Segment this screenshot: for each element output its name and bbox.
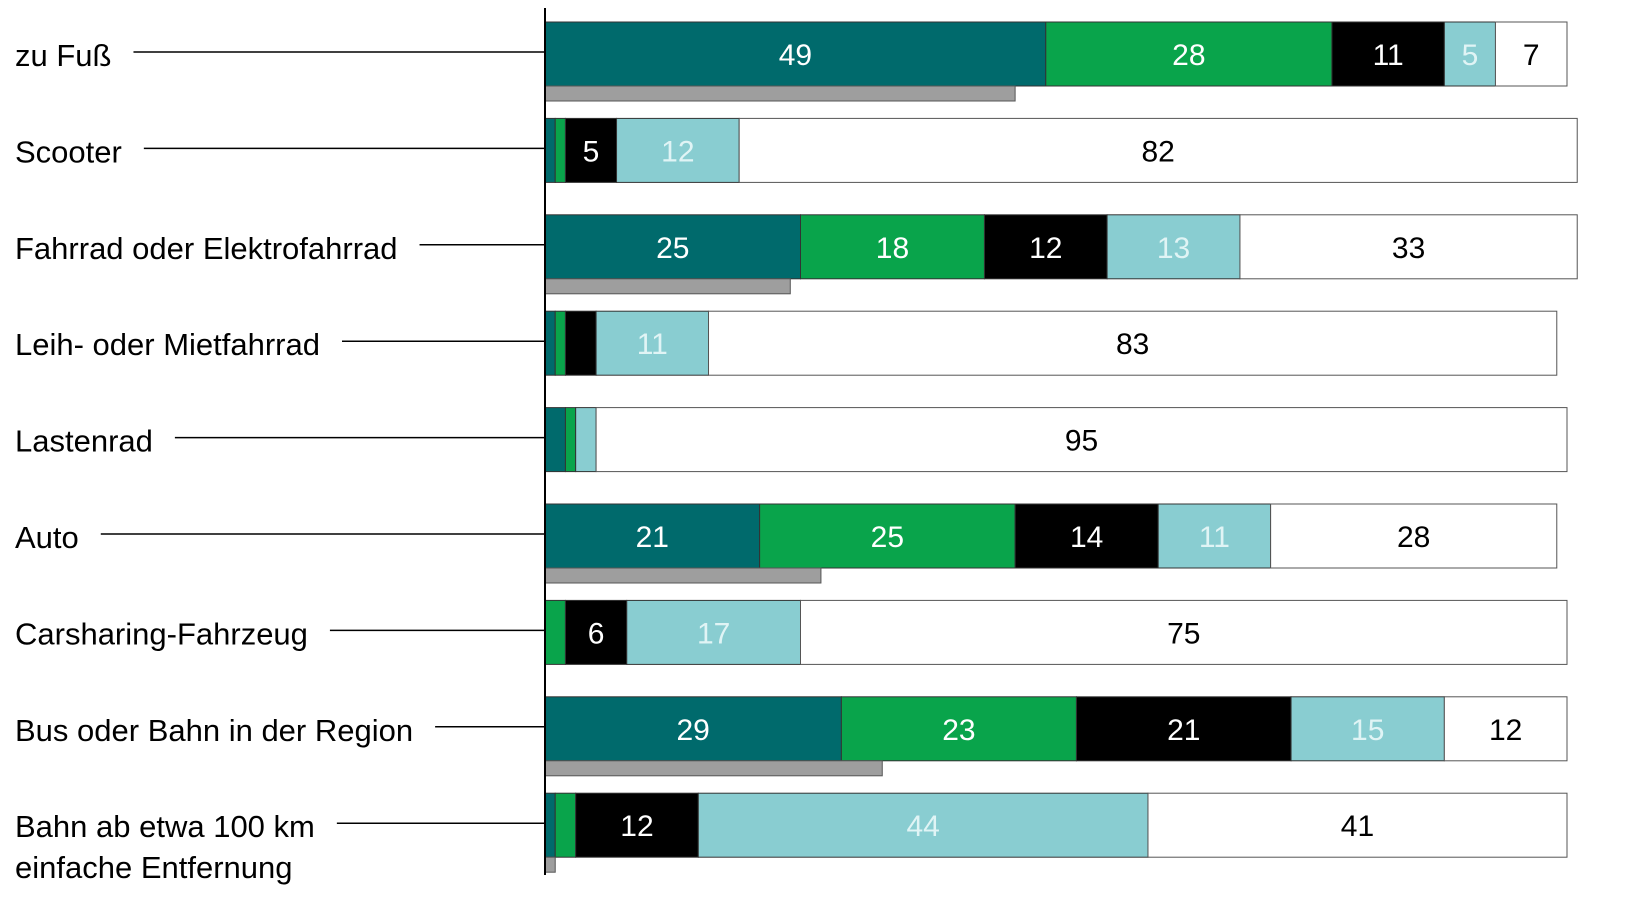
data-label: 17 [697, 617, 730, 650]
category-label: zu Fuß [15, 38, 111, 73]
bar-segment [595, 310, 710, 376]
data-label: 82 [1142, 135, 1175, 168]
bar-segment [1075, 696, 1292, 762]
bar-segment [738, 117, 1578, 183]
category-label: Carsharing-Fahrzeug [15, 616, 308, 651]
data-label: 12 [1029, 232, 1062, 265]
data-label: 28 [1397, 521, 1430, 554]
bar-segment [554, 310, 566, 376]
data-label: 12 [620, 810, 653, 843]
data-label: 18 [876, 232, 909, 265]
data-label: 29 [677, 714, 710, 747]
bar-segment [800, 214, 985, 280]
data-label: 7 [1523, 39, 1540, 72]
data-label: 21 [1167, 714, 1200, 747]
bar-segment [1147, 792, 1568, 858]
secondary-bar [544, 856, 556, 873]
data-label: 25 [656, 232, 689, 265]
bar-segment [697, 792, 1149, 858]
secondary-bar [544, 760, 883, 777]
data-label: 11 [1199, 521, 1230, 554]
data-label: 6 [588, 617, 605, 650]
secondary-bar [544, 278, 791, 295]
bar-segment [544, 599, 566, 665]
data-label: 44 [906, 810, 939, 843]
data-label: 5 [583, 135, 600, 168]
data-label: 11 [1373, 39, 1404, 72]
bar-segment [626, 599, 802, 665]
category-label-line: zu Fuß [15, 38, 111, 73]
category-label: Fahrrad oder Elektrofahrrad [15, 231, 398, 266]
category-label-line: Lastenrad [15, 424, 153, 459]
bar-segment [564, 407, 577, 473]
bar-segment [554, 792, 577, 858]
bar-segment [544, 117, 556, 183]
bar-segment [564, 117, 618, 183]
data-label: 23 [942, 714, 975, 747]
data-label: 15 [1351, 714, 1384, 747]
data-label: 33 [1392, 232, 1425, 265]
data-label: 41 [1341, 810, 1374, 843]
category-label: Auto [15, 520, 79, 555]
data-label: 28 [1172, 39, 1205, 72]
data-label: 12 [1489, 714, 1522, 747]
bar-segment [564, 310, 597, 376]
bar-segment [800, 599, 1568, 665]
secondary-bar [544, 567, 822, 584]
data-label: 14 [1070, 521, 1103, 554]
bar-segment [1106, 214, 1241, 280]
category-label-line: Bahn ab etwa 100 km [15, 809, 315, 844]
bar-segment [1270, 503, 1558, 569]
data-label: 21 [636, 521, 669, 554]
category-label-line: Scooter [15, 134, 122, 169]
bar-segment [544, 21, 1047, 87]
category-label-line: einfache Entfernung [15, 850, 293, 885]
bar-segment [1045, 21, 1333, 87]
data-label: 5 [1462, 39, 1479, 72]
category-label: Bus oder Bahn in der Region [15, 713, 413, 748]
category-label: Lastenrad [15, 424, 153, 459]
secondary-bar [544, 85, 1016, 102]
bar-segment [575, 407, 597, 473]
category-label-line: Bus oder Bahn in der Region [15, 713, 413, 748]
bar-segment [544, 503, 761, 569]
data-label: 95 [1065, 425, 1098, 458]
bar-segment [544, 792, 556, 858]
bar-segment [544, 407, 566, 473]
data-label: 75 [1167, 617, 1200, 650]
category-label-line: Fahrrad oder Elektrofahrrad [15, 231, 398, 266]
category-label-line: Leih- oder Mietfahrrad [15, 327, 320, 362]
category-label-line: Carsharing-Fahrzeug [15, 616, 308, 651]
bar-segment [595, 407, 1568, 473]
bar-segment [554, 117, 566, 183]
category-label: Bahn ab etwa 100 km einfache Entfernung [15, 809, 315, 885]
data-label: 25 [871, 521, 904, 554]
bar-segment [1157, 503, 1272, 569]
category-label-line: Auto [15, 520, 79, 555]
bar-segment [1443, 696, 1568, 762]
bar-segment [1239, 214, 1578, 280]
bar-segment [708, 310, 1558, 376]
bar-segment [759, 503, 1016, 569]
bar-segment [544, 696, 842, 762]
data-label: 13 [1157, 232, 1190, 265]
bar-segment [544, 310, 556, 376]
data-label: 49 [779, 39, 812, 72]
data-label: 83 [1116, 328, 1149, 361]
bar-segment [564, 599, 628, 665]
category-label: Scooter [15, 134, 122, 169]
category-labels-layer: zu Fuß Scooter Fahrrad oder Elektrofahrrad… [15, 38, 545, 885]
category-label: Leih- oder Mietfahrrad [15, 327, 320, 362]
bar-segment [1331, 21, 1445, 87]
bar-segment [616, 117, 740, 183]
bar-segment [1494, 21, 1568, 87]
bar-segment [1014, 503, 1159, 569]
bar-segment [1290, 696, 1445, 762]
data-label: 11 [637, 328, 668, 361]
data-label: 12 [661, 135, 694, 168]
